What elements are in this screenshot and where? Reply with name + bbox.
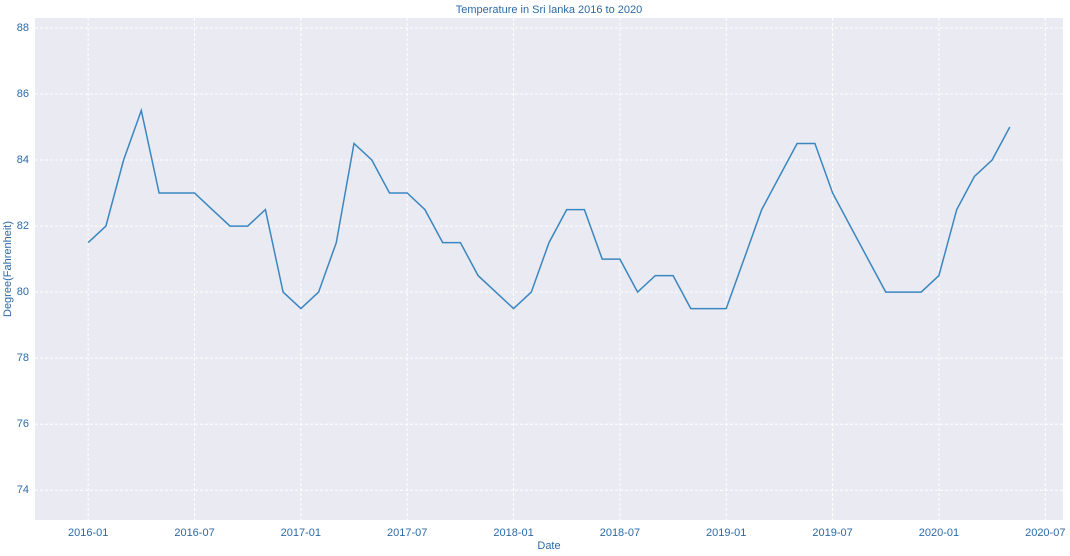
x-tick-label: 2016-07 [174, 527, 214, 539]
y-tick-label: 86 [17, 88, 29, 100]
y-tick-label: 76 [17, 418, 29, 430]
x-tick-label: 2017-01 [281, 527, 321, 539]
x-tick-label: 2019-01 [706, 527, 746, 539]
x-tick-label: 2017-07 [387, 527, 427, 539]
y-tick-label: 74 [17, 484, 29, 496]
plot-area [35, 18, 1063, 520]
y-axis-label: Degree(Fahrenheit) [2, 221, 14, 317]
x-tick-label: 2016-01 [68, 527, 108, 539]
y-tick-label: 88 [17, 22, 29, 34]
x-tick-label: 2018-01 [493, 527, 533, 539]
x-tick-label: 2018-07 [600, 527, 640, 539]
y-tick-label: 78 [17, 352, 29, 364]
y-tick-label: 82 [17, 220, 29, 232]
x-tick-label: 2019-07 [812, 527, 852, 539]
y-tick-label: 84 [17, 154, 29, 166]
x-tick-label: 2020-01 [919, 527, 959, 539]
y-tick-label: 80 [17, 286, 29, 298]
chart-title: Temperature in Sri lanka 2016 to 2020 [456, 4, 643, 16]
x-tick-label: 2020-07 [1025, 527, 1065, 539]
data-line [87, 107, 1011, 310]
x-axis-label: Date [537, 540, 560, 552]
